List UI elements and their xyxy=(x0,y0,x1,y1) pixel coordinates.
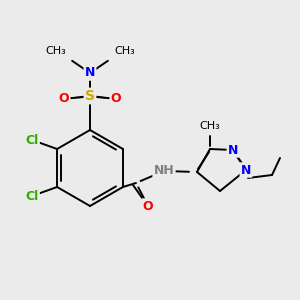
Text: N: N xyxy=(228,143,238,157)
Text: N: N xyxy=(241,164,251,176)
Text: Cl: Cl xyxy=(26,190,39,202)
Text: Cl: Cl xyxy=(26,134,39,146)
Text: CH₃: CH₃ xyxy=(114,46,135,56)
Text: S: S xyxy=(85,89,95,103)
Text: CH₃: CH₃ xyxy=(200,121,220,131)
Text: O: O xyxy=(111,92,121,106)
Text: O: O xyxy=(143,200,153,212)
Text: N: N xyxy=(85,67,95,80)
Text: O: O xyxy=(59,92,69,106)
Text: NH: NH xyxy=(154,164,174,178)
Text: CH₃: CH₃ xyxy=(45,46,66,56)
